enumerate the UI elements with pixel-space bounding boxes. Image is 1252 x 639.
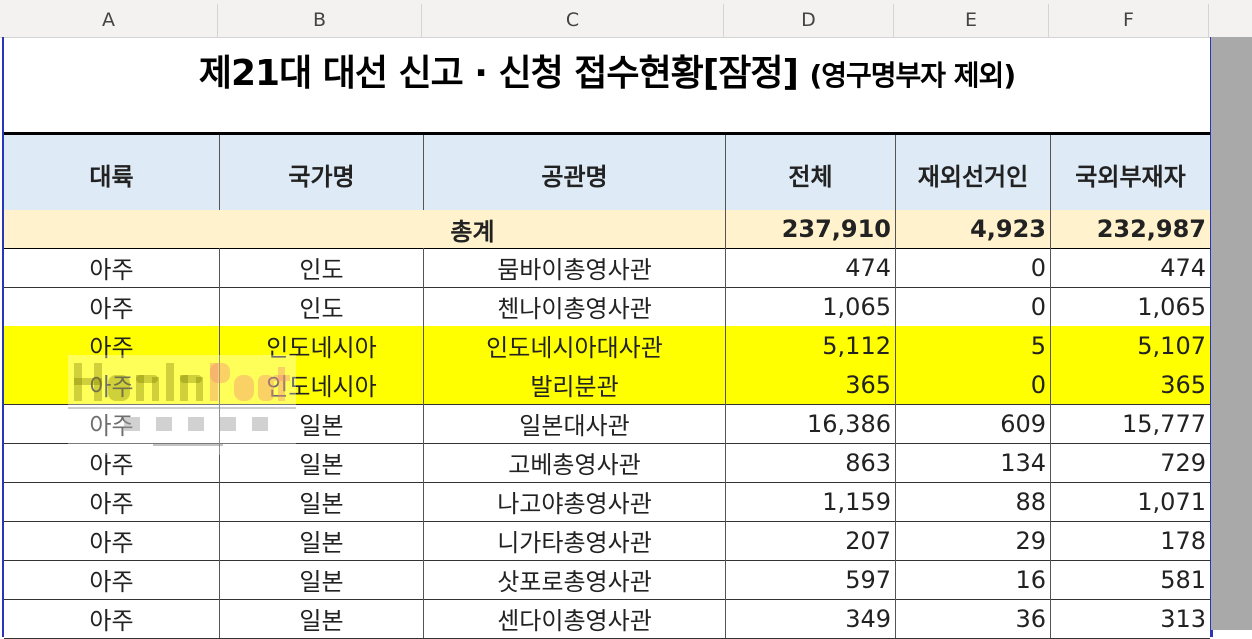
table-cell[interactable]: 597 xyxy=(726,560,896,599)
table-cell[interactable]: 581 xyxy=(1160,565,1206,594)
table-cell[interactable]: 16,386 xyxy=(726,404,896,443)
table-cell[interactable]: 나고야총영사관 xyxy=(424,482,726,521)
total-absentee[interactable]: 232,987 xyxy=(1096,215,1206,243)
column-header-f[interactable]: F xyxy=(1049,4,1209,37)
table-cell[interactable]: 아주 xyxy=(4,365,220,404)
table-cell[interactable]: 일본 xyxy=(220,404,424,443)
table-cell[interactable]: 1,065 xyxy=(1137,292,1206,321)
table-cell[interactable]: 일본 xyxy=(220,443,424,482)
header-cell[interactable]: 공관명 xyxy=(424,135,726,213)
table-cell[interactable]: 609 xyxy=(896,404,1051,443)
sheet-background xyxy=(1211,37,1252,630)
table-cell[interactable]: 15,777 xyxy=(1122,409,1206,438)
table-cell[interactable]: 313 xyxy=(1160,604,1206,633)
table-cell[interactable]: 아주 xyxy=(4,404,220,443)
table-cell[interactable]: 일본 xyxy=(220,599,424,638)
column-headers: A B C D E F xyxy=(0,0,1252,38)
table-row: 아주 일본 나고야총영사관 1,159 88 1,071 xyxy=(4,482,1210,522)
table-row: 아주 일본 일본대사관 16,386 609 15,777 xyxy=(4,404,1210,444)
total-label[interactable]: 총계 xyxy=(220,210,726,248)
table-cell[interactable]: 16 xyxy=(896,560,1051,599)
table-cell[interactable]: 474 xyxy=(1160,253,1206,282)
table-cell[interactable]: 729 xyxy=(1160,448,1206,477)
table-cell[interactable]: 뭄바이총영사관 xyxy=(424,248,726,287)
table-cell[interactable]: 아주 xyxy=(4,482,220,521)
table-cell[interactable]: 1,065 xyxy=(726,287,896,326)
table-cell[interactable]: 아주 xyxy=(4,521,220,560)
header-row: 대륙 국가명 공관명 전체 재외선거인 국외부재자 xyxy=(4,132,1210,216)
table-cell[interactable]: 첸나이총영사관 xyxy=(424,287,726,326)
table-cell[interactable]: 삿포로총영사관 xyxy=(424,560,726,599)
column-header-c[interactable]: C xyxy=(422,4,724,37)
table-cell[interactable]: 0 xyxy=(896,365,1051,404)
table-cell[interactable]: 일본 xyxy=(220,482,424,521)
table-cell[interactable]: 0 xyxy=(896,287,1051,326)
table-cell[interactable]: 아주 xyxy=(4,599,220,638)
table-cell[interactable]: 349 xyxy=(726,599,896,638)
table-cell[interactable]: 0 xyxy=(896,248,1051,287)
table-row: 아주 일본 니가타총영사관 207 29 178 xyxy=(4,521,1210,561)
table-cell[interactable]: 인도 xyxy=(220,287,424,326)
table-cell[interactable]: 아주 xyxy=(4,248,220,287)
table-row: 아주 인도네시아 인도네시아대사관 5,112 5 5,107 xyxy=(4,326,1210,366)
table-cell[interactable]: 5,107 xyxy=(1137,331,1206,360)
column-header-e[interactable]: E xyxy=(894,4,1049,37)
table-cell[interactable]: 1,071 xyxy=(1137,487,1206,516)
header-cell[interactable]: 국가명 xyxy=(220,135,424,213)
total-overseas[interactable]: 4,923 xyxy=(896,210,1051,248)
table-cell[interactable]: 5 xyxy=(896,326,1051,365)
sheet-title[interactable]: 제21대 대선 신고 · 신청 접수현황[잠정] (영구명부자 제외) xyxy=(4,39,1210,132)
table-cell[interactable]: 아주 xyxy=(4,560,220,599)
table-cell[interactable]: 인도 xyxy=(220,248,424,287)
table-cell[interactable]: 일본대사관 xyxy=(424,404,726,443)
table-row: 아주 일본 고베총영사관 863 134 729 xyxy=(4,443,1210,483)
table-cell[interactable]: 29 xyxy=(896,521,1051,560)
header-cell[interactable]: 전체 xyxy=(726,135,896,213)
table-cell[interactable]: 니가타총영사관 xyxy=(424,521,726,560)
table-cell[interactable]: 5,112 xyxy=(726,326,896,365)
table-cell[interactable]: 센다이총영사관 xyxy=(424,599,726,638)
column-header-d[interactable]: D xyxy=(724,4,894,37)
column-header-a[interactable]: A xyxy=(0,4,218,37)
column-header-b[interactable]: B xyxy=(218,4,422,37)
table-cell[interactable]: 474 xyxy=(726,248,896,287)
table-cell[interactable]: 일본 xyxy=(220,560,424,599)
table-cell[interactable]: 인도네시아 xyxy=(220,326,424,365)
table-cell[interactable]: 36 xyxy=(896,599,1051,638)
total-all[interactable]: 237,910 xyxy=(726,210,896,248)
table-cell[interactable]: 365 xyxy=(1160,370,1206,399)
table-cell[interactable]: 아주 xyxy=(4,443,220,482)
total-row: 총계 237,910 4,923 232,987 xyxy=(4,210,1210,249)
table-row: 아주 인도네시아 발리분관 365 0 365 xyxy=(4,365,1210,405)
table-cell[interactable]: 207 xyxy=(726,521,896,560)
table-row: 아주 일본 삿포로총영사관 597 16 581 xyxy=(4,560,1210,600)
total-cell[interactable] xyxy=(4,210,220,248)
table-cell[interactable]: 인도네시아 xyxy=(220,365,424,404)
header-cell[interactable]: 대륙 xyxy=(4,135,220,213)
table-cell[interactable]: 인도네시아대사관 xyxy=(424,326,726,365)
table-row: 아주 일본 센다이총영사관 349 36 313 xyxy=(4,599,1210,639)
table-cell[interactable]: 아주 xyxy=(4,287,220,326)
table-cell[interactable]: 134 xyxy=(896,443,1051,482)
table-cell[interactable]: 아주 xyxy=(4,326,220,365)
table-cell[interactable]: 178 xyxy=(1160,526,1206,555)
spreadsheet-grid[interactable]: 제21대 대선 신고 · 신청 접수현황[잠정] (영구명부자 제외) 대륙 국… xyxy=(2,37,1213,639)
header-cell[interactable]: 재외선거인 xyxy=(896,135,1051,213)
table-row: 아주 인도 뭄바이총영사관 474 0 474 xyxy=(4,248,1210,288)
table-cell[interactable]: 1,159 xyxy=(726,482,896,521)
table-cell[interactable]: 88 xyxy=(896,482,1051,521)
table-row: 아주 인도 첸나이총영사관 1,065 0 1,065 xyxy=(4,287,1210,327)
table-cell[interactable]: 고베총영사관 xyxy=(424,443,726,482)
header-cell[interactable]: 국외부재자 xyxy=(1075,162,1186,191)
title-subtext: (영구명부자 제외) xyxy=(809,59,1016,92)
table-cell[interactable]: 365 xyxy=(726,365,896,404)
title-text: 제21대 대선 신고 · 신청 접수현황[잠정] xyxy=(198,53,799,94)
table-cell[interactable]: 발리분관 xyxy=(424,365,726,404)
table-cell[interactable]: 863 xyxy=(726,443,896,482)
table-cell[interactable]: 일본 xyxy=(220,521,424,560)
